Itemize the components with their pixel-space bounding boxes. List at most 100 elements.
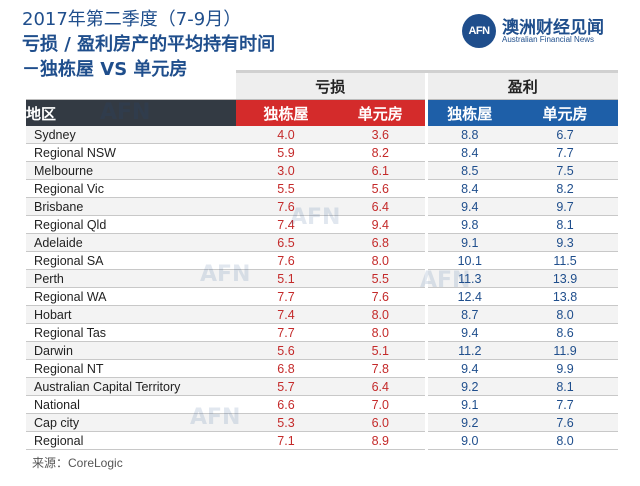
table-row: National 6.6 7.0 9.1 7.7 (26, 395, 619, 414)
cell-loss-unit: 9.4 (336, 215, 427, 234)
afn-logo: AFN 澳洲财经见闻 Australian Financial News (462, 14, 632, 48)
table-row: Brisbane 7.6 6.4 9.4 9.7 (26, 197, 619, 216)
cell-loss-house: 7.4 (236, 215, 336, 234)
cell-loss-house: 3.0 (236, 161, 336, 180)
cell-region: National (26, 395, 236, 414)
cell-loss-unit: 7.8 (336, 359, 427, 378)
afn-logo-mark: AFN (462, 14, 496, 48)
cell-region: Hobart (26, 305, 236, 324)
column-header-loss-unit: 单元房 (336, 99, 427, 126)
cell-gain-house: 9.4 (424, 197, 513, 216)
cell-gain-unit: 8.6 (512, 323, 619, 342)
cell-loss-unit: 6.4 (336, 377, 427, 396)
table-row: Perth 5.1 5.5 11.3 13.9 (26, 269, 619, 288)
cell-region: Regional Qld (26, 215, 236, 234)
table-row: Regional Tas 7.7 8.0 9.4 8.6 (26, 323, 619, 342)
title-line-1: 2017年第二季度（7-9月） (22, 9, 242, 30)
table-row: Regional 7.1 8.9 9.0 8.0 (26, 431, 619, 450)
cell-gain-unit: 7.6 (512, 413, 619, 432)
cell-loss-unit: 6.8 (336, 233, 427, 252)
cell-region: Regional NSW (26, 143, 236, 162)
table-row: Australian Capital Territory 5.7 6.4 9.2 8.1 (26, 377, 619, 396)
cell-gain-house: 8.8 (424, 126, 513, 144)
cell-region: Adelaide (26, 233, 236, 252)
cell-gain-unit: 9.9 (512, 359, 619, 378)
cell-gain-unit: 8.0 (512, 431, 619, 450)
cell-gain-unit: 7.5 (512, 161, 619, 180)
cell-gain-house: 9.2 (424, 377, 513, 396)
group-loss: 亏损 (236, 70, 427, 100)
cell-loss-house: 4.0 (236, 126, 336, 144)
cell-gain-unit: 8.2 (512, 179, 619, 198)
cell-loss-house: 7.6 (236, 251, 336, 270)
cell-loss-unit: 8.0 (336, 323, 427, 342)
cell-gain-unit: 8.1 (512, 215, 619, 234)
cell-gain-house: 9.4 (424, 359, 513, 378)
cell-gain-house: 9.8 (424, 215, 513, 234)
cell-gain-house: 8.5 (424, 161, 513, 180)
cell-gain-house: 9.1 (424, 395, 513, 414)
afn-logo-name-cn: 澳洲财经见闻 (502, 18, 604, 38)
cell-region: Perth (26, 269, 236, 288)
table-row: Regional SA 7.6 8.0 10.1 11.5 (26, 251, 619, 270)
column-header-loss-house: 独栋屋 (236, 99, 336, 126)
cell-gain-unit: 13.8 (512, 287, 619, 306)
cell-gain-house: 9.0 (424, 431, 513, 450)
cell-region: Regional WA (26, 287, 236, 306)
column-header-region: 地区 (26, 99, 236, 126)
cell-loss-unit: 5.6 (336, 179, 427, 198)
cell-loss-unit: 3.6 (336, 126, 427, 144)
cell-gain-house: 9.1 (424, 233, 513, 252)
cell-loss-unit: 8.9 (336, 431, 427, 450)
group-header-row: 亏损 盈利 (26, 70, 619, 100)
cell-gain-house: 11.3 (424, 269, 513, 288)
cell-gain-house: 9.4 (424, 323, 513, 342)
cell-region: Regional Vic (26, 179, 236, 198)
cell-gain-house: 9.2 (424, 413, 513, 432)
cell-loss-house: 7.7 (236, 287, 336, 306)
column-header-gain-house: 独栋屋 (424, 99, 513, 126)
cell-loss-unit: 6.0 (336, 413, 427, 432)
cell-gain-unit: 7.7 (512, 143, 619, 162)
cell-loss-unit: 6.1 (336, 161, 427, 180)
table-row: Regional NT 6.8 7.8 9.4 9.9 (26, 359, 619, 378)
cell-gain-unit: 6.7 (512, 126, 619, 144)
table-row: Regional NSW 5.9 8.2 8.4 7.7 (26, 143, 619, 162)
cell-loss-house: 7.7 (236, 323, 336, 342)
table-row: Cap city 5.3 6.0 9.2 7.6 (26, 413, 619, 432)
cell-gain-house: 8.7 (424, 305, 513, 324)
cell-loss-unit: 8.0 (336, 251, 427, 270)
cell-region: Darwin (26, 341, 236, 360)
cell-loss-house: 5.7 (236, 377, 336, 396)
cell-gain-unit: 9.7 (512, 197, 619, 216)
cell-loss-house: 6.5 (236, 233, 336, 252)
holding-period-table: 亏损 盈利 地区 独栋屋 单元房 独栋屋 单元房 Sydney 4.0 3.6 8.8… (26, 70, 619, 450)
cell-region: Sydney (26, 126, 236, 144)
cell-gain-unit: 11.5 (512, 251, 619, 270)
afn-logo-name-en: Australian Financial News (502, 35, 595, 44)
cell-gain-house: 12.4 (424, 287, 513, 306)
cell-region: Regional (26, 431, 236, 450)
cell-loss-unit: 5.5 (336, 269, 427, 288)
table-row: Hobart 7.4 8.0 8.7 8.0 (26, 305, 619, 324)
group-spacer (26, 71, 236, 100)
cell-gain-unit: 13.9 (512, 269, 619, 288)
cell-region: Melbourne (26, 161, 236, 180)
cell-loss-house: 5.6 (236, 341, 336, 360)
cell-region: Cap city (26, 413, 236, 432)
table-row: Regional Vic 5.5 5.6 8.4 8.2 (26, 179, 619, 198)
cell-loss-house: 7.1 (236, 431, 336, 450)
title-line-2: 亏损 / 盈利房产的平均持有时间 (22, 34, 276, 55)
cell-loss-unit: 8.0 (336, 305, 427, 324)
cell-region: Australian Capital Territory (26, 377, 236, 396)
cell-region: Brisbane (26, 197, 236, 216)
table-body: Sydney 4.0 3.6 8.8 6.7 Regional NSW 5.9 8.2 8.4 7… (26, 126, 619, 450)
group-gain: 盈利 (424, 70, 619, 100)
cell-gain-house: 8.4 (424, 179, 513, 198)
cell-loss-unit: 6.4 (336, 197, 427, 216)
cell-region: Regional NT (26, 359, 236, 378)
cell-gain-house: 8.4 (424, 143, 513, 162)
cell-loss-house: 5.9 (236, 143, 336, 162)
table-row: Regional Qld 7.4 9.4 9.8 8.1 (26, 215, 619, 234)
cell-loss-unit: 7.0 (336, 395, 427, 414)
